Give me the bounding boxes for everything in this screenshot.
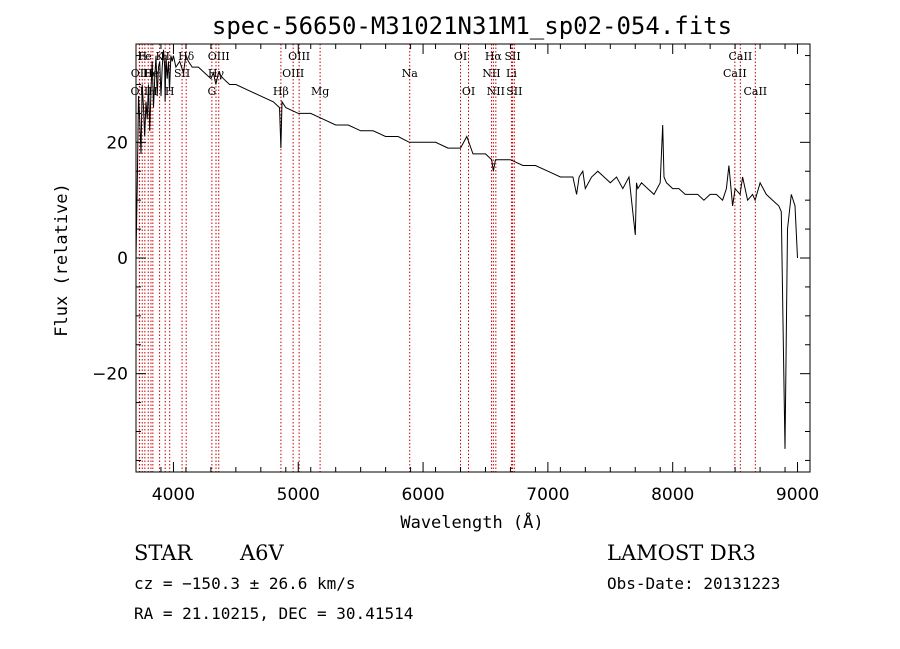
x-tick-label: 5000: [277, 485, 320, 505]
spectral-line-label: CaII: [729, 50, 753, 63]
x-tick-label: 6000: [401, 485, 444, 505]
x-axis-label: Wavelength (Å): [400, 511, 543, 533]
spectral-line-label: CaII: [723, 67, 747, 80]
redshift-cz: cz = −150.3 ± 26.6 km/s: [134, 574, 356, 593]
y-axis-ticks: −20 0 20: [92, 55, 810, 461]
spectral-line-label: NII: [487, 85, 505, 98]
x-tick-label: 8000: [651, 485, 694, 505]
spectral-line-label: OIII: [208, 50, 230, 63]
y-tick-label: 0: [117, 249, 128, 269]
spectral-line-label: Hα: [485, 50, 503, 63]
spectral-line-label: OII: [131, 85, 149, 98]
spectral-line-markers: [138, 44, 756, 472]
x-tick-label: 9000: [776, 485, 819, 505]
coordinates: RA = 21.10215, DEC = 30.41514: [134, 604, 413, 623]
x-tick-label: 7000: [526, 485, 569, 505]
spectral-line-label: SII: [504, 50, 520, 63]
x-tick-label: 4000: [152, 485, 195, 505]
spectral-line-label: NII: [482, 67, 500, 80]
plot-frame: [135, 43, 811, 473]
observation-date: Obs-Date: 20131223: [607, 574, 780, 593]
spectral-line-label: H: [137, 50, 147, 63]
spectral-line-label: Fe: [138, 50, 152, 63]
spectral-line-label: H: [160, 50, 170, 63]
survey-name: LAMOST DR3: [607, 541, 756, 565]
y-axis-label: Flux (relative): [52, 183, 72, 337]
y-tick-label: 20: [106, 133, 128, 153]
spectral-subclass: A6V: [239, 541, 285, 565]
spectral-line-label: SII: [174, 67, 190, 80]
spectral-line-label: Mg: [311, 85, 329, 98]
spectral-line-label: Hβ: [273, 85, 289, 98]
object-class: STAR: [134, 541, 193, 565]
spectral-line-label: OII: [131, 67, 149, 80]
spectral-line-label: K: [155, 50, 164, 63]
spectral-line-label: CaII: [743, 85, 767, 98]
y-tick-label: −20: [92, 365, 128, 385]
spectral-line-label: G: [207, 85, 216, 98]
spectral-line-label: Li: [506, 67, 517, 80]
spectral-line-label: OI: [462, 85, 475, 98]
spectral-line-label: OI: [454, 50, 467, 63]
chart-title: spec-56650-M31021N31M1_sp02-054.fits: [212, 12, 732, 40]
spectral-line-label: OIII: [288, 50, 310, 63]
spectral-line-label: OIII: [282, 67, 304, 80]
flux-series-line: [135, 49, 798, 449]
spectral-line-label: SII: [506, 85, 522, 98]
spectral-line-label: H: [143, 67, 153, 80]
x-axis-ticks: 4000 5000 6000 7000 8000 9000: [135, 44, 819, 505]
spectral-line-label: H: [165, 85, 175, 98]
spectral-line-label: Na: [402, 67, 419, 80]
